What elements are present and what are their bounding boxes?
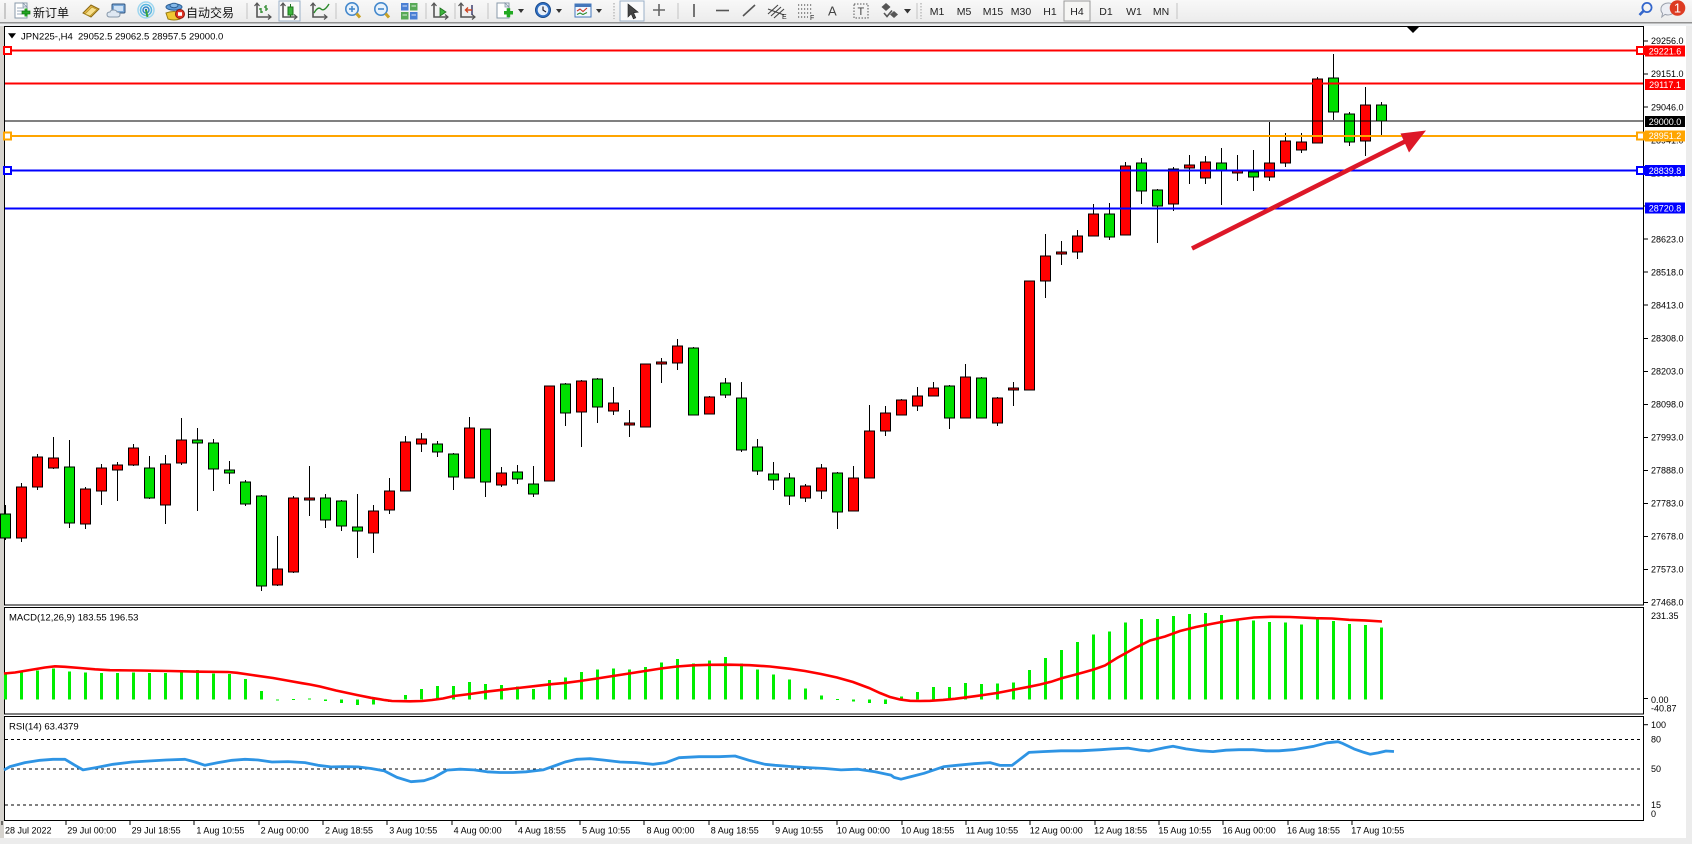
svg-text:4 Aug 18:55: 4 Aug 18:55 [518,826,566,836]
svg-text:27888.0: 27888.0 [1651,466,1684,476]
svg-text:1: 1 [1674,1,1681,16]
svg-text:15 Aug 10:55: 15 Aug 10:55 [1158,826,1211,836]
svg-text:10 Aug 18:55: 10 Aug 18:55 [901,826,954,836]
svg-text:16 Aug 00:00: 16 Aug 00:00 [1223,826,1276,836]
svg-text:231.35: 231.35 [1651,611,1679,621]
svg-text:80: 80 [1651,735,1661,745]
svg-text:JPN225-,H4 29052.5 29062.5 28: JPN225-,H4 29052.5 29062.5 28957.5 29000… [21,32,223,43]
svg-text:MACD(12,26,9) 183.55 196.53: MACD(12,26,9) 183.55 196.53 [9,613,138,624]
svg-text:28839.8: 28839.8 [1649,166,1682,176]
svg-text:8 Aug 00:00: 8 Aug 00:00 [646,826,694,836]
svg-text:50: 50 [1651,764,1661,774]
svg-text:2 Aug 18:55: 2 Aug 18:55 [325,826,373,836]
svg-text:W1: W1 [1126,6,1142,18]
svg-text:28203.0: 28203.0 [1651,367,1684,377]
svg-text:27783.0: 27783.0 [1651,499,1684,509]
svg-text:29 Jul 00:00: 29 Jul 00:00 [67,826,116,836]
svg-text:4 Aug 00:00: 4 Aug 00:00 [454,826,502,836]
svg-text:29117.1: 29117.1 [1649,80,1681,90]
svg-text:MN: MN [1153,6,1169,18]
svg-text:28098.0: 28098.0 [1651,400,1684,410]
svg-text:15: 15 [1651,800,1661,810]
svg-text:16 Aug 18:55: 16 Aug 18:55 [1287,826,1340,836]
svg-text:1 Aug 10:55: 1 Aug 10:55 [196,826,244,836]
svg-text:E: E [782,14,787,21]
svg-text:M30: M30 [1011,6,1032,18]
svg-text:T: T [858,6,865,18]
svg-text:28951.2: 28951.2 [1649,131,1682,141]
svg-text:F: F [810,15,814,22]
svg-text:11 Aug 10:55: 11 Aug 10:55 [966,826,1018,836]
svg-text:M1: M1 [930,6,945,18]
svg-text:28623.0: 28623.0 [1651,234,1684,244]
svg-text:H1: H1 [1043,6,1057,18]
svg-text:RSI(14) 63.4379: RSI(14) 63.4379 [9,722,79,733]
svg-text:28518.0: 28518.0 [1651,267,1684,277]
svg-text:12 Aug 18:55: 12 Aug 18:55 [1094,826,1147,836]
svg-text:28413.0: 28413.0 [1651,300,1684,310]
svg-text:M15: M15 [983,6,1004,18]
svg-text:100: 100 [1651,720,1666,730]
svg-text:29046.0: 29046.0 [1651,102,1684,112]
svg-text:29151.0: 29151.0 [1651,69,1684,79]
svg-text:27993.0: 27993.0 [1651,433,1684,443]
svg-text:29221.6: 29221.6 [1649,46,1682,56]
svg-text:29256.0: 29256.0 [1651,36,1684,46]
svg-text:29 Jul 18:55: 29 Jul 18:55 [132,826,181,836]
svg-text:-40.87: -40.87 [1651,704,1677,714]
svg-text:8 Aug 18:55: 8 Aug 18:55 [711,826,759,836]
svg-text:27573.0: 27573.0 [1651,565,1684,575]
svg-text:27678.0: 27678.0 [1651,532,1684,542]
svg-text:H4: H4 [1070,6,1084,18]
svg-text:D1: D1 [1099,6,1113,18]
svg-text:12 Aug 00:00: 12 Aug 00:00 [1030,826,1083,836]
svg-text:3 Aug 10:55: 3 Aug 10:55 [389,826,437,836]
svg-text:M5: M5 [957,6,972,18]
svg-text:28 Jul 2022: 28 Jul 2022 [5,826,52,836]
svg-text:0.00: 0.00 [1651,695,1669,705]
svg-text:2 Aug 00:00: 2 Aug 00:00 [261,826,309,836]
svg-text:27468.0: 27468.0 [1651,598,1684,608]
svg-text:5 Aug 10:55: 5 Aug 10:55 [582,826,630,836]
svg-text:17 Aug 10:55: 17 Aug 10:55 [1351,826,1404,836]
svg-text:9 Aug 10:55: 9 Aug 10:55 [775,826,823,836]
svg-text:28720.8: 28720.8 [1649,204,1682,214]
svg-text:A: A [828,4,837,19]
svg-text:0: 0 [1651,809,1656,819]
svg-text:29000.0: 29000.0 [1649,117,1682,127]
svg-text:10 Aug 00:00: 10 Aug 00:00 [837,826,890,836]
svg-text:28308.0: 28308.0 [1651,334,1684,344]
